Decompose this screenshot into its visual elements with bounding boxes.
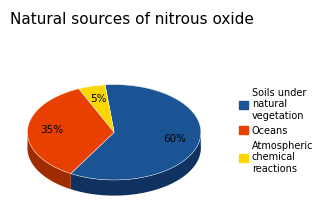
- Polygon shape: [28, 130, 71, 189]
- Text: 35%: 35%: [40, 125, 63, 135]
- Text: 5%: 5%: [90, 94, 106, 104]
- Polygon shape: [71, 85, 201, 180]
- Title: Natural sources of nitrous oxide: Natural sources of nitrous oxide: [10, 12, 253, 27]
- Text: 60%: 60%: [164, 134, 187, 145]
- Polygon shape: [71, 130, 201, 196]
- Legend: Soils under
natural
vegetation, Oceans, Atmospheric
chemical
reactions: Soils under natural vegetation, Oceans, …: [235, 84, 317, 178]
- Polygon shape: [79, 85, 114, 132]
- Polygon shape: [28, 89, 114, 174]
